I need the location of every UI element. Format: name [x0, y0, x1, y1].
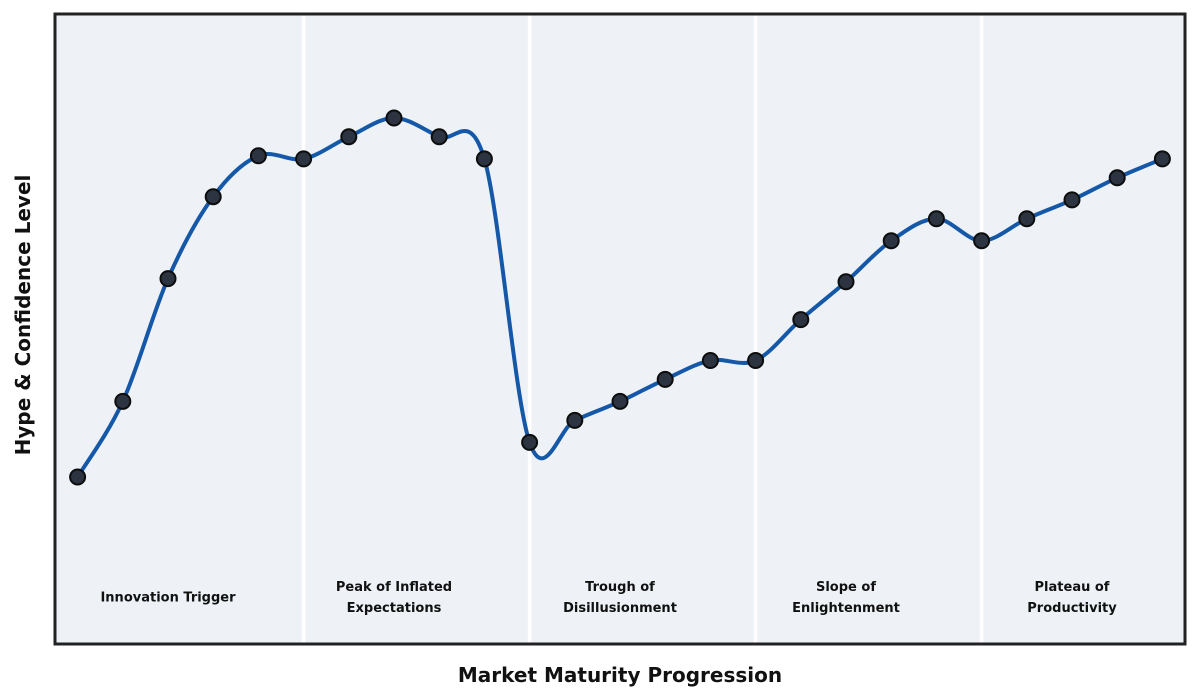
data-point-marker: [204, 188, 222, 206]
phase-label-trough-of-disillusionment: Trough of Disillusionment: [563, 580, 677, 616]
phase-label-slope-of-enlightenment: Slope of Enlightenment: [792, 580, 900, 616]
plot-area: [55, 14, 1185, 644]
data-point-marker: [159, 270, 177, 288]
data-point-marker: [1063, 191, 1081, 209]
data-point-marker: [747, 352, 765, 369]
data-point-marker: [430, 128, 448, 146]
data-point-marker: [295, 150, 313, 168]
y-axis-label: Hype & Confidence Level: [11, 174, 35, 456]
data-point-marker: [792, 311, 810, 329]
data-point-marker: [566, 411, 584, 429]
data-point-marker: [927, 210, 945, 228]
data-point-marker: [656, 370, 674, 388]
data-point-marker: [882, 232, 900, 250]
plot-border: [53, 12, 1187, 646]
phase-label-peak-of-inflated-expectations: Peak of Inflated Expectations: [335, 580, 453, 616]
data-point-marker: [611, 392, 629, 410]
data-point-marker: [701, 352, 719, 369]
data-point-marker: [69, 468, 87, 486]
phase-label-innovation-trigger: Innovation Trigger: [100, 590, 236, 606]
data-point-marker: [1108, 169, 1126, 187]
phase-label-plateau-of-productivity: Plateau of Productivity: [1027, 580, 1117, 616]
data-point-marker: [837, 273, 855, 291]
data-point-marker: [973, 232, 991, 250]
data-point-marker: [340, 128, 358, 146]
x-axis-label: Market Maturity Progression: [457, 663, 783, 687]
data-point-marker: [475, 150, 493, 168]
data-point-marker: [249, 147, 267, 165]
data-point-marker: [1018, 210, 1036, 228]
data-point-marker: [521, 433, 539, 451]
data-point-marker: [385, 109, 403, 127]
data-point-marker: [114, 392, 132, 410]
data-point-marker: [1153, 150, 1171, 168]
